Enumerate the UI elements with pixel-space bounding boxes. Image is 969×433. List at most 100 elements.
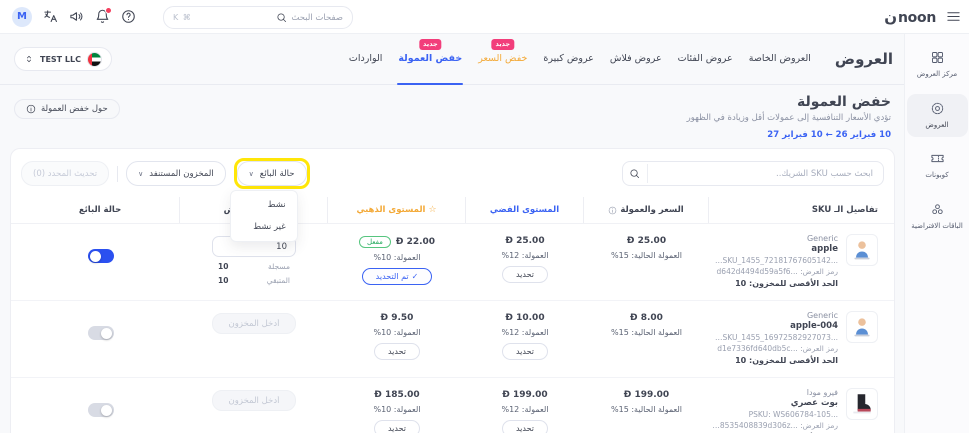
notifications-bell-icon[interactable] [95,7,112,24]
commission-table-card: حالة البائع ∨ نشط غير نشط المخزون المستن… [10,148,895,433]
product-psku: PSKU: WS606784-105... [748,410,838,419]
currency-symbol: Đ [374,390,382,400]
sidebar-item-label: مركز العروض [916,70,958,78]
offers-seal-icon [931,102,943,114]
hamburger-menu-icon[interactable] [946,9,961,24]
gold-commission: العمولة: 10% [373,405,421,414]
activated-badge: مفعل [358,236,391,248]
silver-tier-cell: Đ 199.00 العمولة: 12% تحديد [466,387,584,433]
noon-logo-arabic: ن [884,7,898,26]
max-stock-label: الحد الأقصى للمخزون: [749,279,838,288]
toggle-knob [100,327,112,339]
remaining-label: المتبقي [266,276,290,285]
silver-commission: العمولة: 12% [501,328,549,337]
gold-tier-cell: Đ 185.00 العمولة: 10% تحديد [328,387,466,433]
currency-symbol: Đ [630,313,638,323]
about-commission-reduction-button[interactable]: حول خفض العمولة [14,99,120,119]
help-icon[interactable] [121,9,136,24]
page-title: خفض العمولة [796,94,891,110]
sku-search-input[interactable] [622,161,884,186]
column-header-label: المستوى الذهبي [356,205,426,215]
column-header-silver-tier: المستوى الفضي [466,197,584,223]
select-gold-button[interactable]: تحديد [373,420,420,433]
table-header: تفاصيل الـ SKU السعر والعمولة المستوى ال… [11,197,894,224]
product-image-apple [846,311,878,343]
top-bar-right-cluster: ن noon [884,0,961,33]
seller-status-toggle-off[interactable] [87,326,114,340]
offer-code-label: رمز العرض: [800,344,838,353]
main-area: TEST LLC العروض العروض الخاصة عروض الفئا… [0,33,905,433]
silver-price: 25.00 [516,236,545,246]
max-stock-label: الحد الأقصى للمخزون: [749,356,838,365]
select-silver-button[interactable]: تحديد [501,420,548,433]
depleted-stock-dropdown-button[interactable]: المخزون المستنفد ∨ [126,161,226,186]
chevron-down-icon: ∨ [138,169,144,178]
new-badge: جديد [491,39,515,50]
sidebar-item-coupons[interactable]: كوبونات [907,144,968,188]
price-commission-cell: Đ 25.00 العمولة الحالية: 15% [584,233,709,263]
seller-status-toggle-on[interactable] [87,249,114,263]
sidebar-item-offers-center[interactable]: مركز العروض [907,43,968,87]
seller-status-cell [21,387,180,420]
currency-symbol: Đ [380,313,389,323]
current-commission: العمولة الحالية: 15% [611,405,682,414]
currency-symbol: Đ [505,313,513,323]
update-selected-button[interactable]: تحديث المحدد (0) [21,161,110,186]
page-header-text: خفض العمولة تؤدي الأسعار التنافسية إلى ع… [687,94,891,140]
current-price: 25.00 [637,236,667,246]
sidebar-item-label: كوبونات [925,171,949,179]
current-price: 199.00 [634,390,670,400]
menu-item-inactive[interactable]: غير نشط [253,222,286,232]
filter-actions: حالة البائع ∨ نشط غير نشط المخزون المستن… [21,158,310,242]
seller-switcher[interactable]: TEST LLC [14,47,112,71]
product-brand: Generic [806,311,838,320]
seller-status-dropdown-button[interactable]: حالة البائع ∨ [236,161,307,186]
gold-price: 185.00 [384,390,420,400]
select-silver-button[interactable]: تحديد [501,266,548,283]
user-avatar[interactable]: M [12,6,32,27]
top-bar: M K ⌘ صفحات البحث ن noon [0,0,969,34]
ticket-icon [930,154,944,163]
date-range: 10 فبراير 26 ← 10 فبراير 27 [767,130,891,140]
currency-symbol: Đ [502,390,510,400]
stock-input-disabled[interactable] [212,313,296,334]
noon-logo[interactable]: ن noon [884,8,936,26]
tab-flash-offers[interactable]: عروض فلاش [609,53,662,64]
offer-code-value: a9b8f1e8535408839d306z... [712,421,798,430]
max-stock-value: 10 [735,279,747,288]
tab-private-offers[interactable]: العروض الخاصة [748,53,811,64]
product-image-apple [846,234,878,266]
sidebar-item-virtual-bundles[interactable]: الباقات الافتراضية [907,195,968,239]
gold-selected-button[interactable]: ✓ تم التحديد [361,268,433,285]
pages-search-input[interactable]: K ⌘ صفحات البحث [163,6,353,29]
max-stock-value: 10 [735,356,747,365]
sku-details-cell: Generic apple-004 PSKU: PSKU_1455_169725… [709,310,884,368]
price-commission-cell: Đ 199.00 العمولة الحالية: 15% [584,387,709,417]
pages-search-placeholder: صفحات البحث [291,12,343,23]
select-gold-button[interactable]: تحديد [373,343,420,360]
sidebar-item-offers[interactable]: العروض [906,93,968,137]
column-header-sku: تفاصيل الـ SKU [811,205,878,215]
seller-status-toggle-off[interactable] [87,403,114,417]
current-commission: العمولة الحالية: 15% [611,251,682,260]
silver-price: 199.00 [512,390,548,400]
tab-commission-reduction[interactable]: خفض العمولة جديد [390,33,470,85]
info-icon [26,104,36,114]
select-silver-button[interactable]: تحديد [501,343,548,360]
uae-flag-icon [87,51,102,67]
stock-cell [180,387,328,414]
tab-imports[interactable]: الواردات [348,53,383,64]
translate-icon[interactable] [43,9,58,24]
megaphone-icon[interactable] [69,9,84,24]
silver-tier-cell: Đ 10.00 العمولة: 12% تحديد [466,310,584,363]
new-badge: جديد [418,39,442,50]
table-row: Generic apple PSKU: PSKU_1455_7218176760… [11,224,894,301]
menu-item-active[interactable]: نشط [267,200,286,210]
currency-symbol: Đ [623,390,632,400]
stock-input-disabled[interactable] [212,390,296,411]
tab-big-offers[interactable]: عروض كبيرة [543,53,594,64]
noon-logo-latin: noon [898,9,936,26]
toggle-knob [100,404,112,416]
tab-price-reduction[interactable]: خفض السعر جديد [470,33,535,84]
tab-category-offers[interactable]: عروض الفئات [677,53,733,64]
